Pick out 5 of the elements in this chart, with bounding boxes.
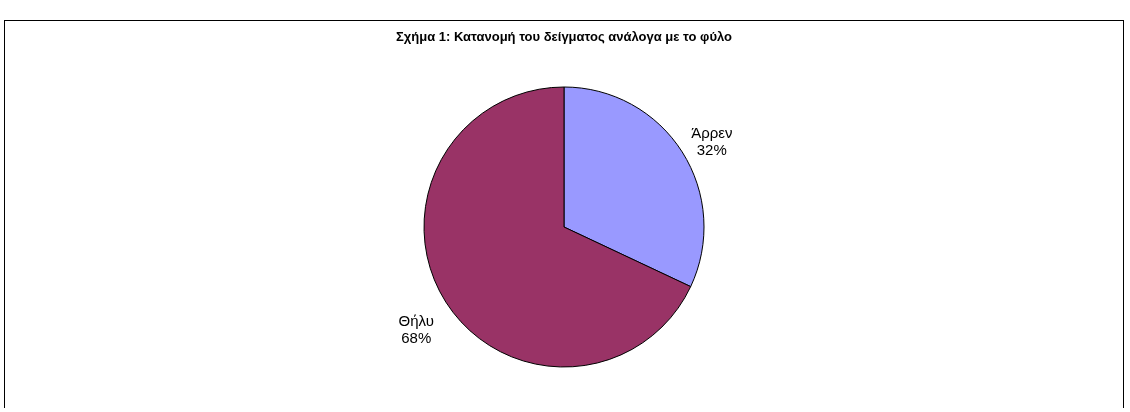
- slice-label: Άρρεν: [691, 124, 733, 142]
- data-label: 68%: [401, 328, 432, 346]
- data-label: 32%: [696, 141, 727, 159]
- chart-title: Σχήμα 1: Κατανομή του δείγματος ανάλογα με το φύλο: [396, 29, 733, 44]
- slice-label: Θήλυ: [398, 311, 434, 329]
